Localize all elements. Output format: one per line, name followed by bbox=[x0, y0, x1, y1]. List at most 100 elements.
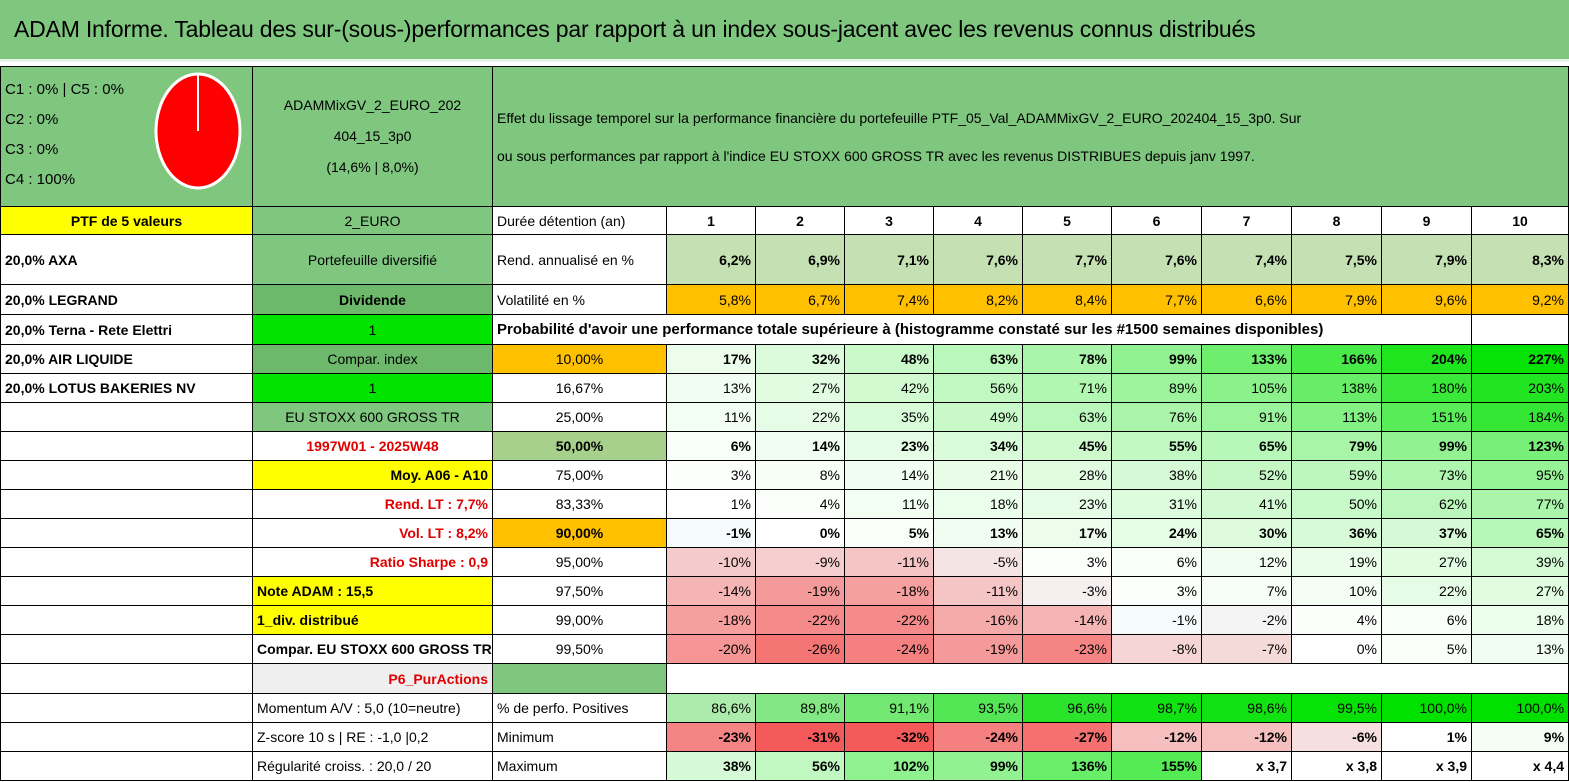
probability-value: 204% bbox=[1381, 344, 1472, 374]
probability-value: -2% bbox=[1201, 605, 1292, 635]
empty-cell bbox=[0, 460, 253, 490]
left-info: 1997W01 - 2025W48 bbox=[252, 431, 493, 461]
table-row: 20,0% AXA Portefeuille diversifié Rend. an… bbox=[0, 234, 1569, 285]
positive-value: 98,7% bbox=[1111, 693, 1202, 723]
probability-level: 90,00% bbox=[492, 518, 667, 548]
rend-value: 6,9% bbox=[755, 234, 845, 285]
minimum-value: -27% bbox=[1022, 722, 1112, 752]
probability-value: -3% bbox=[1022, 576, 1112, 606]
table-row: 1_div. distribué 99,00% -18% -22% -22% -16% -1… bbox=[0, 605, 1569, 635]
probability-value: 22% bbox=[1381, 576, 1472, 606]
portfolio-code: 2_EURO bbox=[252, 206, 493, 235]
probability-value: 37% bbox=[1381, 518, 1472, 548]
probability-value: 77% bbox=[1470, 489, 1569, 519]
maximum-value: x 4,4 bbox=[1470, 751, 1569, 781]
rend-value: 7,1% bbox=[844, 234, 934, 285]
probability-value: 24% bbox=[1111, 518, 1202, 548]
probability-value: -14% bbox=[666, 576, 756, 606]
year-header: 2 bbox=[755, 206, 845, 235]
probability-value: 56% bbox=[933, 373, 1023, 403]
probability-value: 227% bbox=[1470, 344, 1569, 374]
vol-value: 9,6% bbox=[1381, 284, 1472, 315]
probability-value: -23% bbox=[1022, 634, 1112, 664]
table-row: EU STOXX 600 GROSS TR 25,00% 11% 22% 35% 49% 6… bbox=[0, 402, 1569, 432]
probability-value: 123% bbox=[1470, 431, 1569, 461]
year-header: 8 bbox=[1291, 206, 1382, 235]
year-header: 3 bbox=[844, 206, 934, 235]
probability-value: 49% bbox=[933, 402, 1023, 432]
portfolio-size: PTF de 5 valeurs bbox=[0, 206, 253, 235]
vol-value: 7,9% bbox=[1291, 284, 1382, 315]
probability-value: 3% bbox=[1022, 547, 1112, 577]
probability-value: 62% bbox=[1381, 489, 1472, 519]
vol-value: 6,6% bbox=[1201, 284, 1292, 315]
description-line: ou sous performances par rapport à l'ind… bbox=[497, 147, 1255, 164]
rend-value: 7,6% bbox=[933, 234, 1023, 285]
probability-value: 13% bbox=[933, 518, 1023, 548]
probability-value: 89% bbox=[1111, 373, 1202, 403]
report-title: ADAM Informe. Tableau des sur-(sous-)per… bbox=[0, 0, 1569, 62]
table-row: 20,0% LOTUS BAKERIES NV 1 16,67% 13% 27% 42% 5… bbox=[0, 373, 1569, 403]
probability-value: 14% bbox=[755, 431, 845, 461]
probability-value: 3% bbox=[1111, 576, 1202, 606]
vol-value: 7,4% bbox=[844, 284, 934, 315]
pie-legend: C1 : 0% | C5 : 0% C2 : 0% C3 : 0% C4 : 100% bbox=[5, 75, 124, 195]
probability-value: 41% bbox=[1201, 489, 1292, 519]
probability-value: 0% bbox=[755, 518, 845, 548]
value-one: 1 bbox=[252, 314, 493, 345]
empty-cell bbox=[0, 634, 253, 664]
minimum-value: -23% bbox=[666, 722, 756, 752]
vol-value: 8,2% bbox=[933, 284, 1023, 315]
probability-value: 48% bbox=[844, 344, 934, 374]
left-info: EU STOXX 600 GROSS TR bbox=[252, 402, 493, 432]
probability-value: 166% bbox=[1291, 344, 1382, 374]
vol-value: 5,8% bbox=[666, 284, 756, 315]
probability-value: 18% bbox=[1470, 605, 1569, 635]
probability-value: 65% bbox=[1201, 431, 1292, 461]
pie-legend-item: C4 : 100% bbox=[5, 171, 76, 188]
minimum-value: 9% bbox=[1470, 722, 1569, 752]
probability-value: 151% bbox=[1381, 402, 1472, 432]
year-header: 10 bbox=[1470, 206, 1569, 235]
minimum-value: 1% bbox=[1381, 722, 1472, 752]
probability-value: 36% bbox=[1291, 518, 1382, 548]
minimum-value: -24% bbox=[933, 722, 1023, 752]
maximum-value: 155% bbox=[1111, 751, 1202, 781]
probability-value: -22% bbox=[844, 605, 934, 635]
probability-level: 10,00% bbox=[492, 344, 667, 374]
fund-name-line: 404_15_3p0 bbox=[333, 128, 412, 144]
probability-value: 30% bbox=[1201, 518, 1292, 548]
table-row: Z-score 10 s | RE : -1,0 |0,2 Minimum -23%… bbox=[0, 722, 1569, 752]
probability-value: 19% bbox=[1291, 547, 1382, 577]
positive-label: % de perfo. Positives bbox=[492, 693, 667, 723]
probability-value: 27% bbox=[1381, 547, 1472, 577]
probability-value: 73% bbox=[1381, 460, 1472, 490]
probability-value: -19% bbox=[933, 634, 1023, 664]
duration-label: Durée détention (an) bbox=[492, 206, 667, 235]
probability-value: 79% bbox=[1291, 431, 1382, 461]
minimum-value: -12% bbox=[1111, 722, 1202, 752]
probability-value: -24% bbox=[844, 634, 934, 664]
probability-value: 50% bbox=[1291, 489, 1382, 519]
probability-value: 59% bbox=[1291, 460, 1382, 490]
minimum-label: Minimum bbox=[492, 722, 667, 752]
pie-legend-item: C1 : 0% | C5 : 0% bbox=[5, 81, 124, 98]
probability-value: -14% bbox=[1022, 605, 1112, 635]
probability-level: 99,00% bbox=[492, 605, 667, 635]
probability-value: 5% bbox=[1381, 634, 1472, 664]
empty-cell bbox=[0, 663, 253, 694]
probability-value: 6% bbox=[1111, 547, 1202, 577]
positive-value: 91,1% bbox=[844, 693, 934, 723]
probability-value: 71% bbox=[1022, 373, 1112, 403]
probability-level: 50,00% bbox=[492, 431, 667, 461]
probability-value: 63% bbox=[1022, 402, 1112, 432]
minimum-value: -31% bbox=[755, 722, 845, 752]
left-info: Compar. EU STOXX 600 GROSS TR bbox=[252, 634, 493, 664]
probability-value: 22% bbox=[755, 402, 845, 432]
probability-value: 35% bbox=[844, 402, 934, 432]
probability-value: -10% bbox=[666, 547, 756, 577]
empty-cell bbox=[0, 518, 253, 548]
probability-value: 105% bbox=[1201, 373, 1292, 403]
empty-green-cell bbox=[492, 663, 667, 694]
left-info: Rend. LT : 7,7% bbox=[252, 489, 493, 519]
